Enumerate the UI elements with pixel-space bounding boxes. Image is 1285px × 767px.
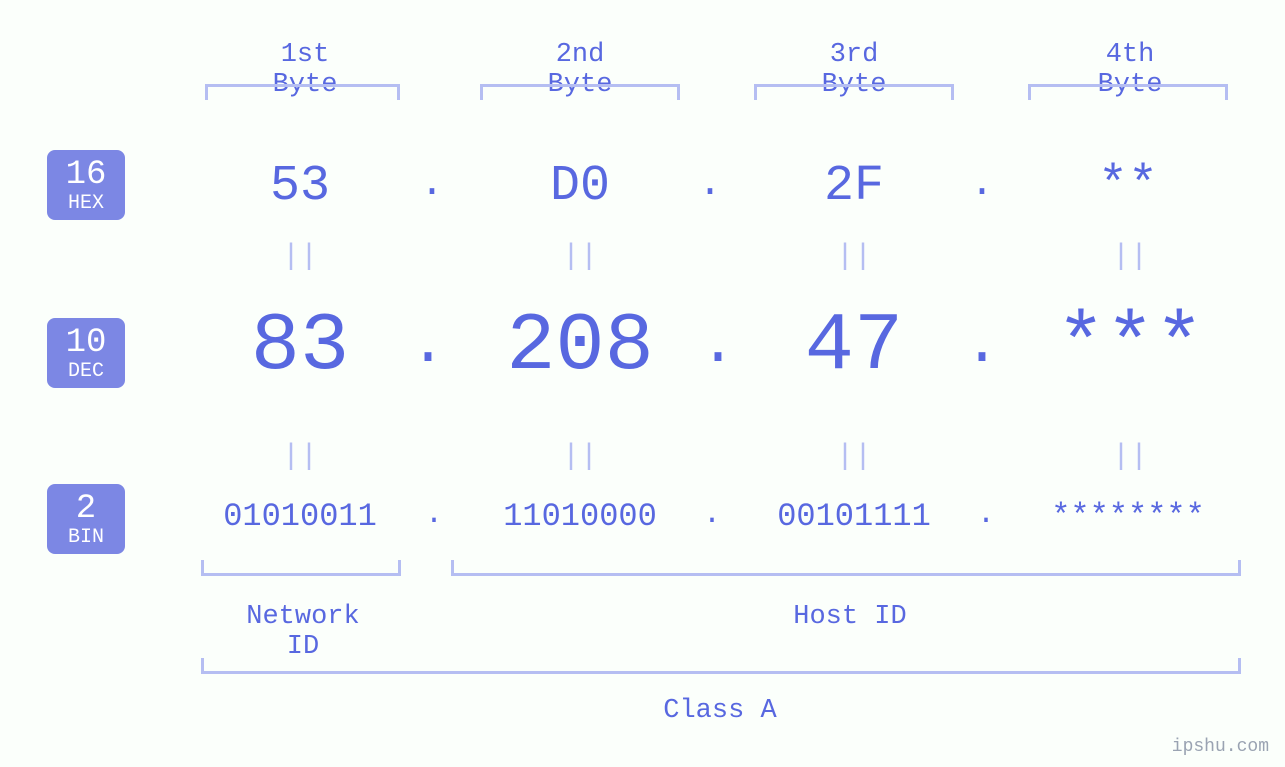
class-label: Class A — [660, 696, 780, 726]
dec-byte-3: 47 — [744, 300, 964, 393]
top-bracket-4 — [1028, 84, 1228, 100]
base-badge-hex: 16 HEX — [47, 150, 125, 220]
hex-byte-4: ** — [1028, 158, 1228, 215]
equals-2-4: || — [1110, 440, 1150, 474]
bin-byte-4: ******** — [1008, 498, 1248, 535]
dec-byte-2: 208 — [455, 300, 705, 393]
bin-dot-3: . — [976, 498, 996, 532]
equals-1-4: || — [1110, 240, 1150, 274]
equals-2-3: || — [834, 440, 874, 474]
watermark: ipshu.com — [1172, 737, 1269, 757]
class-bracket — [201, 658, 1241, 674]
base-badge-dec: 10 DEC — [47, 318, 125, 388]
hex-byte-1: 53 — [200, 158, 400, 215]
base-badge-bin: 2 BIN — [47, 484, 125, 554]
host-id-label: Host ID — [780, 602, 920, 632]
bin-dot-2: . — [702, 498, 722, 532]
base-num-bin: 2 — [57, 492, 115, 526]
equals-2-1: || — [280, 440, 320, 474]
top-bracket-1 — [205, 84, 400, 100]
dec-dot-3: . — [964, 312, 994, 380]
bin-dot-1: . — [424, 498, 444, 532]
dec-dot-1: . — [410, 312, 440, 380]
equals-1-3: || — [834, 240, 874, 274]
dec-dot-2: . — [700, 312, 730, 380]
base-num-dec: 10 — [57, 326, 115, 360]
hex-dot-3: . — [970, 162, 994, 207]
network-id-label: Network ID — [223, 602, 383, 662]
dec-byte-4: *** — [1010, 300, 1250, 393]
base-label-hex: HEX — [57, 194, 115, 214]
base-label-dec: DEC — [57, 362, 115, 382]
top-bracket-3 — [754, 84, 954, 100]
top-bracket-2 — [480, 84, 680, 100]
bin-byte-2: 11010000 — [460, 498, 700, 535]
equals-2-2: || — [560, 440, 600, 474]
host-bracket — [451, 560, 1241, 576]
hex-byte-2: D0 — [480, 158, 680, 215]
equals-1-1: || — [280, 240, 320, 274]
bin-byte-1: 01010011 — [180, 498, 420, 535]
hex-byte-3: 2F — [754, 158, 954, 215]
base-label-bin: BIN — [57, 528, 115, 548]
network-bracket — [201, 560, 401, 576]
base-num-hex: 16 — [57, 158, 115, 192]
dec-byte-1: 83 — [190, 300, 410, 393]
ip-diagram: 1st Byte 2nd Byte 3rd Byte 4th Byte 16 H… — [0, 0, 1285, 767]
bin-byte-3: 00101111 — [734, 498, 974, 535]
hex-dot-2: . — [698, 162, 722, 207]
hex-dot-1: . — [420, 162, 444, 207]
equals-1-2: || — [560, 240, 600, 274]
